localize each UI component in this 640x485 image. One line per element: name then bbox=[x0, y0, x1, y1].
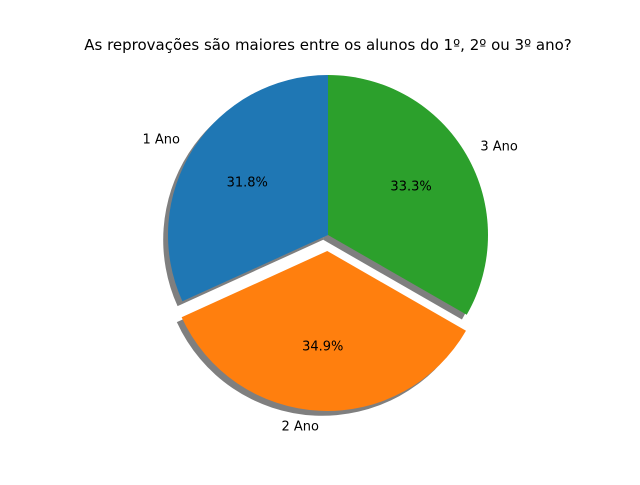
slice-percent-2-ano: 34.9% bbox=[302, 339, 343, 354]
pie-slice-1-ano bbox=[167, 75, 328, 302]
slice-label-2-ano: 2 Ano bbox=[281, 419, 319, 434]
slice-percent-1-ano: 31.8% bbox=[227, 176, 268, 191]
slice-label-3-ano: 3 Ano bbox=[480, 139, 518, 154]
pie-slices bbox=[167, 75, 488, 411]
slice-label-1-ano: 1 Ano bbox=[142, 132, 180, 147]
pie-slice-2-ano bbox=[181, 250, 466, 411]
chart-title: As reprovações são maiores entre os alun… bbox=[84, 36, 572, 54]
slice-labels: 1 Ano 31.8% 2 Ano 34.9% 3 Ano 33.3% bbox=[142, 132, 517, 434]
pie-slice-3-ano bbox=[328, 75, 488, 315]
slice-percent-3-ano: 33.3% bbox=[390, 179, 431, 194]
